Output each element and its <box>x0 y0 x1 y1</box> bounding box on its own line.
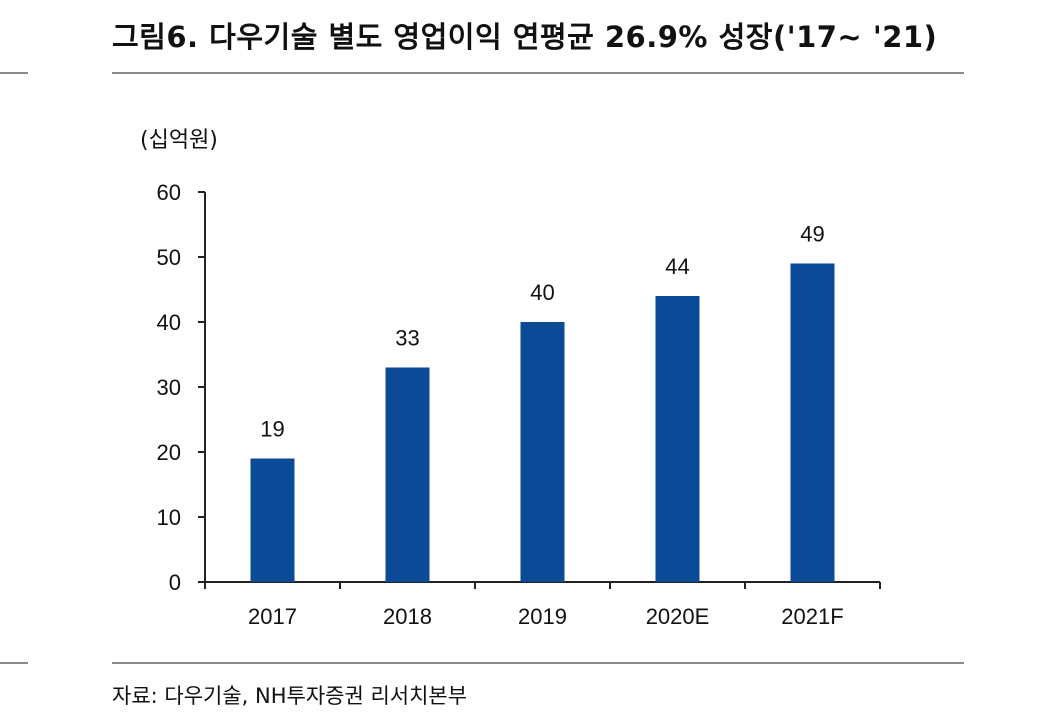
x-tick-label-2020E: 2020E <box>646 604 710 629</box>
source-note: 자료: 다우기술, NH투자증권 리서치본부 <box>112 684 468 708</box>
data-label-2018: 33 <box>395 326 419 351</box>
y-axis-unit-label: (십억원) <box>140 128 218 153</box>
data-label-2020E: 44 <box>665 254 689 279</box>
data-label-2021F: 49 <box>800 222 824 247</box>
top-divider <box>0 72 28 74</box>
y-tick-label: 0 <box>169 570 181 595</box>
x-tick-label-2021F: 2021F <box>781 604 843 629</box>
bar-2019 <box>520 322 565 582</box>
data-label-2019: 40 <box>530 280 554 305</box>
top-divider <box>112 72 964 74</box>
y-tick-label: 50 <box>157 245 181 270</box>
bottom-divider <box>0 662 28 664</box>
bar-2020E <box>655 296 700 582</box>
bar-2017 <box>250 458 295 582</box>
y-tick-label: 10 <box>157 505 181 530</box>
bar-2018 <box>385 367 430 582</box>
x-tick-label-2018: 2018 <box>383 604 432 629</box>
bar-2021F <box>790 263 835 582</box>
y-tick-label: 60 <box>157 180 181 205</box>
data-label-2017: 19 <box>260 417 284 442</box>
x-tick-label-2017: 2017 <box>248 604 297 629</box>
chart-title: 그림6. 다우기술 별도 영업이익 연평균 26.9% 성장('17~ '21) <box>112 20 938 54</box>
y-tick-label: 20 <box>157 440 181 465</box>
y-tick-label: 30 <box>157 375 181 400</box>
x-tick-label-2019: 2019 <box>518 604 567 629</box>
bottom-divider <box>112 662 964 664</box>
y-tick-label: 40 <box>157 310 181 335</box>
